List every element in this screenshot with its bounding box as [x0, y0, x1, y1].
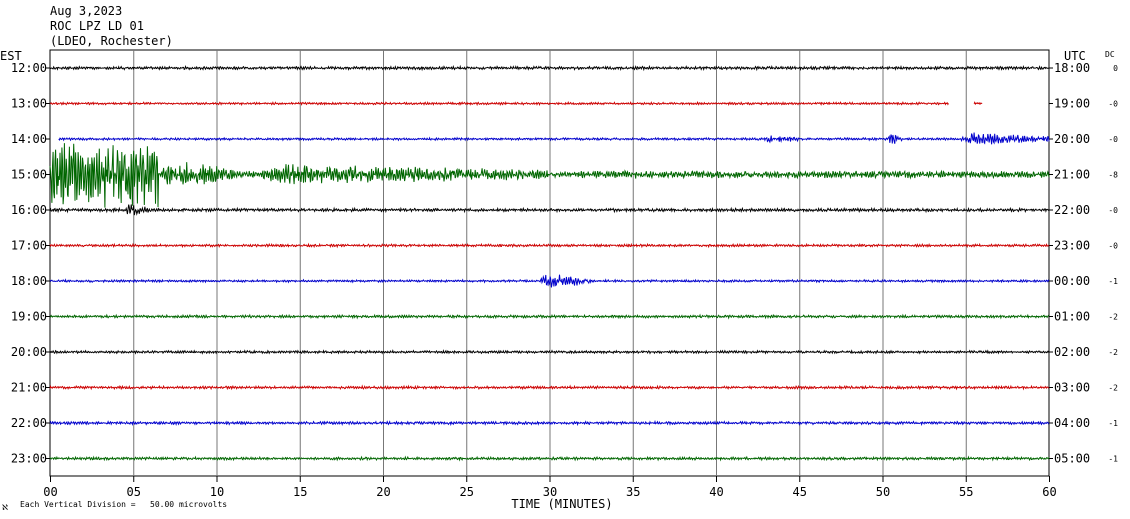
- est-time-label: 19:00: [11, 310, 47, 324]
- header-station: ROC LPZ LD 01: [50, 19, 144, 33]
- est-time-label: 13:00: [11, 97, 47, 111]
- footer-note: Each Vertical Division = 50.00 microvolt…: [20, 500, 228, 509]
- dc-offset-label: -1: [1108, 455, 1118, 464]
- est-time-label: 20:00: [11, 345, 47, 359]
- seismic-trace: [58, 132, 1050, 145]
- utc-time-label: 01:00: [1054, 310, 1090, 324]
- seismic-trace: [49, 419, 1050, 427]
- x-tick-label: 00: [43, 485, 57, 499]
- x-tick-label: 05: [127, 485, 141, 499]
- est-time-label: 12:00: [11, 61, 47, 75]
- header-date: Aug 3,2023: [50, 4, 123, 18]
- header-network: (LDEO, Rochester): [50, 34, 173, 48]
- dc-label: DC: [1105, 50, 1115, 59]
- utc-time-label: 00:00: [1054, 274, 1090, 288]
- dc-offset-label: -0: [1108, 135, 1118, 144]
- utc-time-label: 23:00: [1054, 239, 1090, 253]
- x-tick-label: 55: [959, 485, 973, 499]
- dc-offset-label: -8: [1108, 171, 1118, 180]
- est-time-label: 21:00: [11, 381, 47, 395]
- utc-time-label: 19:00: [1054, 97, 1090, 111]
- est-time-label: 18:00: [11, 274, 47, 288]
- footer-mark: ℵ: [2, 503, 8, 512]
- est-time-label: 14:00: [11, 132, 47, 146]
- seismic-trace: [49, 313, 1050, 320]
- seismic-trace: [49, 455, 1050, 462]
- dc-offset-label: -2: [1108, 348, 1118, 357]
- utc-time-label: 02:00: [1054, 345, 1090, 359]
- utc-time-label: 22:00: [1054, 203, 1090, 217]
- x-tick-label: 10: [210, 485, 224, 499]
- dc-offset-label: -2: [1108, 384, 1118, 393]
- x-tick-label: 60: [1042, 485, 1056, 499]
- x-ticks: 00 05 10 15 20 25 30 35 40 45 50 55 60: [43, 476, 1057, 499]
- utc-time-label: 03:00: [1054, 381, 1090, 395]
- seismic-trace: [49, 384, 1050, 391]
- seismic-trace: [49, 242, 1050, 249]
- dc-offset-label: 0: [1113, 64, 1118, 73]
- x-tick-label: 15: [293, 485, 307, 499]
- utc-time-label: 21:00: [1054, 168, 1090, 182]
- est-axis-label: EST: [0, 49, 22, 63]
- dc-offset-label: -0: [1108, 100, 1118, 109]
- est-time-label: 17:00: [11, 239, 47, 253]
- est-time-label: 16:00: [11, 203, 47, 217]
- utc-time-label: 20:00: [1054, 132, 1090, 146]
- x-tick-label: 50: [876, 485, 890, 499]
- utc-time-label: 18:00: [1054, 61, 1090, 75]
- x-tick-label: 25: [460, 485, 474, 499]
- utc-time-label: 04:00: [1054, 416, 1090, 430]
- x-tick-label: 35: [626, 485, 640, 499]
- seismic-trace: [49, 274, 1050, 288]
- seismic-trace: [49, 204, 1050, 216]
- x-tick-label: 30: [543, 485, 557, 499]
- dc-offset-label: -2: [1108, 313, 1118, 322]
- axis-labels: 12:00 18:00 0 13:00 19:00 -0 14:00 20:00 -0 15:00…: [11, 61, 1118, 466]
- utc-time-label: 05:00: [1054, 452, 1090, 466]
- seismic-trace: [49, 64, 1050, 72]
- traces: [49, 64, 1050, 462]
- utc-axis-label: UTC: [1064, 49, 1086, 63]
- grid: [46, 49, 1053, 477]
- est-time-label: 15:00: [11, 168, 47, 182]
- x-tick-label: 45: [793, 485, 807, 499]
- x-tick-label: 40: [709, 485, 723, 499]
- est-time-label: 22:00: [11, 416, 47, 430]
- seismic-trace: [49, 143, 1050, 208]
- seismic-trace: [49, 349, 1050, 355]
- x-tick-label: 20: [376, 485, 390, 499]
- dc-offset-label: -1: [1108, 419, 1118, 428]
- dc-offset-label: -0: [1108, 242, 1118, 251]
- x-axis-title: TIME (MINUTES): [511, 497, 612, 511]
- est-time-label: 23:00: [11, 452, 47, 466]
- dc-offset-label: -0: [1108, 206, 1118, 215]
- dc-offset-label: -1: [1108, 277, 1118, 286]
